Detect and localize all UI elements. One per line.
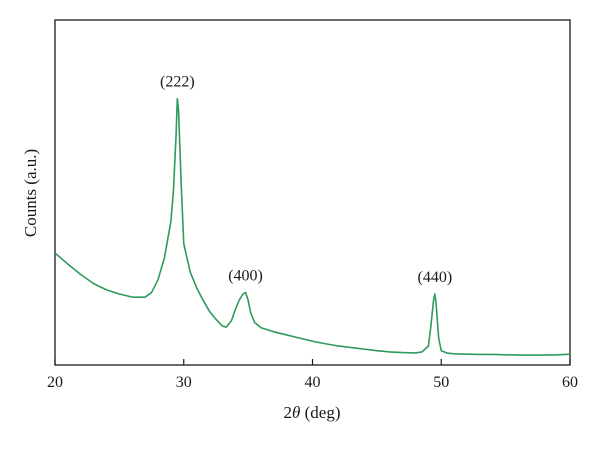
x-tick-label: 20: [47, 374, 63, 391]
x-tick-label: 30: [176, 374, 192, 391]
peak-annotation: (222): [160, 74, 195, 91]
peak-annotation: (400): [228, 267, 263, 284]
series-layer: [54, 97, 571, 356]
x-tick-label: 60: [562, 374, 578, 391]
peak-annotation: (440): [417, 269, 452, 286]
plot-frame: [54, 19, 571, 366]
x-tick-label: 40: [305, 374, 321, 391]
y-axis-label: Counts (a.u.): [21, 149, 40, 237]
xrd-pattern-line: [54, 97, 571, 356]
annotation-layer: (222) (400) (440): [160, 74, 452, 286]
x-axis-label: 2θ (deg): [284, 403, 341, 422]
x-tick-label: 50: [433, 374, 449, 391]
x-axis: 20 30 40 50 60: [47, 359, 578, 391]
